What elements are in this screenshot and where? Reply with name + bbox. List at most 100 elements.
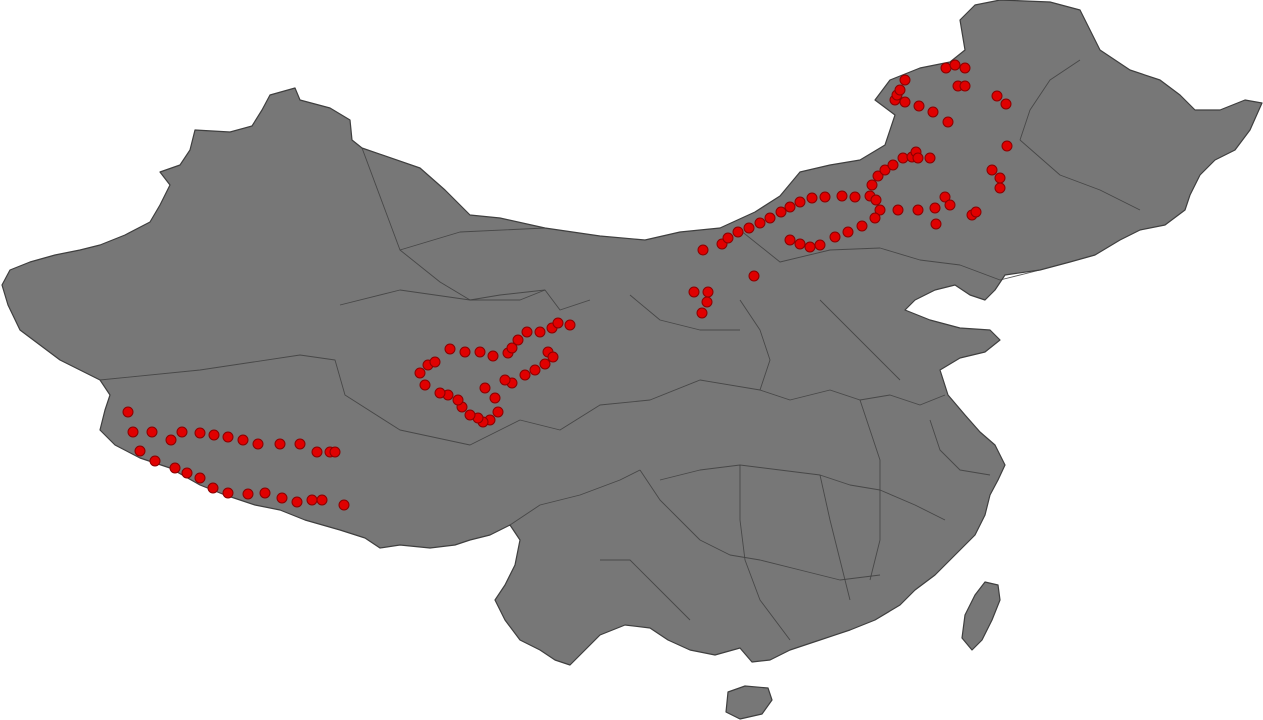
site-marker [912,204,924,216]
site-marker [474,346,486,358]
site-marker [127,426,139,438]
site-marker [276,492,288,504]
site-marker [564,319,576,331]
site-marker [165,434,177,446]
site-marker [994,182,1006,194]
site-marker [259,487,271,499]
site-marker [949,59,961,71]
site-marker [512,334,524,346]
hainan-island [725,685,773,720]
site-marker [748,270,760,282]
site-marker [1000,98,1012,110]
site-marker [842,226,854,238]
site-marker [942,116,954,128]
site-marker [701,296,713,308]
site-marker [869,212,881,224]
site-marker [222,431,234,443]
site-marker [149,455,161,467]
site-marker [959,62,971,74]
site-marker [970,206,982,218]
site-marker [939,191,951,203]
site-marker [856,220,868,232]
site-marker [194,472,206,484]
site-marker [899,96,911,108]
site-marker [434,387,446,399]
site-marker [274,438,286,450]
site-marker [696,307,708,319]
site-marker [814,239,826,251]
site-marker [732,226,744,238]
province-borders [99,59,1141,641]
site-marker [794,238,806,250]
site-marker [959,80,971,92]
site-marker [899,74,911,86]
site-marker [122,406,134,418]
site-marker [489,392,501,404]
site-marker [866,179,878,191]
site-marker [306,494,318,506]
site-marker [764,212,776,224]
site-marker [991,90,1003,102]
site-marker [464,409,476,421]
site-marker [944,199,956,211]
site-marker [444,343,456,355]
site-marker [208,429,220,441]
site-marker [688,286,700,298]
site-marker [929,202,941,214]
site-marker [181,467,193,479]
site-marker [722,232,734,244]
site-marker [316,494,328,506]
site-marker [499,374,511,386]
site-marker [924,152,936,164]
site-marker [294,438,306,450]
site-marker [913,100,925,112]
site-marker [338,499,350,511]
site-marker [804,241,816,253]
site-marker [329,446,341,458]
site-marker [870,194,882,206]
site-marker [1001,140,1013,152]
site-marker [874,204,886,216]
site-marker [194,427,206,439]
site-marker [222,487,234,499]
site-marker [836,190,848,202]
site-marker [794,196,806,208]
site-marker [547,351,559,363]
site-marker [743,222,755,234]
site-marker [519,369,531,381]
marker-layer [122,59,1013,511]
site-marker [452,394,464,406]
site-marker [311,446,323,458]
site-marker [242,488,254,500]
site-marker [829,231,841,243]
site-marker [414,367,426,379]
site-marker [940,62,952,74]
site-marker [146,426,158,438]
site-marker [892,204,904,216]
site-marker [912,152,924,164]
site-marker [487,350,499,362]
site-marker [419,379,431,391]
site-marker [429,356,441,368]
site-marker [897,152,909,164]
site-marker [986,164,998,176]
site-marker [754,217,766,229]
site-marker [775,206,787,218]
site-marker [927,106,939,118]
site-marker [207,482,219,494]
site-marker [492,406,504,418]
site-marker [894,84,906,96]
site-marker [930,218,942,230]
taiwan-island [961,581,1001,651]
site-marker [806,192,818,204]
mainland-region [1,0,1263,666]
site-marker [784,234,796,246]
site-marker [534,326,546,338]
site-marker [252,438,264,450]
site-marker [539,358,551,370]
site-marker [521,326,533,338]
site-marker [134,445,146,457]
site-marker [169,462,181,474]
